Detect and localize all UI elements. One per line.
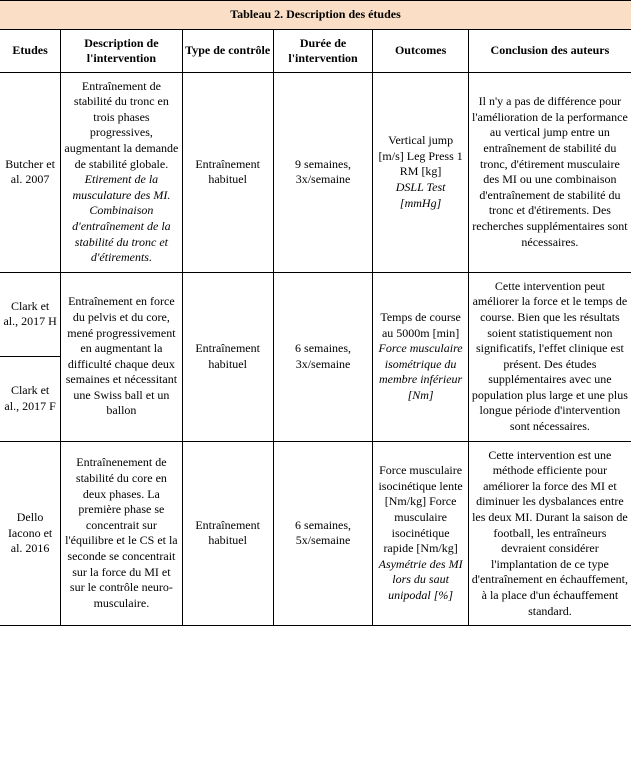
header-type: Type de contrôle xyxy=(182,29,273,72)
table-header-row: Etudes Description de l'intervention Typ… xyxy=(0,29,631,72)
cell-etude: Butcher et al. 2007 xyxy=(0,72,61,272)
cell-conclusion: Cette intervention est une méthode effic… xyxy=(468,441,631,626)
outcome-main: Temps de course au 5000m [min] xyxy=(380,310,460,340)
cell-outcomes: Force musculaire isocinétique lente [Nm/… xyxy=(373,441,468,626)
cell-etude: Clark et al., 2017 F xyxy=(0,357,61,441)
outcome-main: Force musculaire isocinétique lente [Nm/… xyxy=(378,463,462,555)
table-title-row: Tableau 2. Description des études xyxy=(0,1,631,30)
cell-duree: 6 semaines, 5x/semaine xyxy=(273,441,373,626)
cell-description: Entraînenement de stabilité du core en d… xyxy=(61,441,182,626)
outcome-italic: Asymétrie des MI lors du saut unipodal [… xyxy=(379,557,463,602)
header-etudes: Etudes xyxy=(0,29,61,72)
table-row: Clark et al., 2017 H Entraînement en for… xyxy=(0,272,631,356)
outcome-italic: Force musculaire isométrique du membre i… xyxy=(379,341,463,402)
cell-conclusion: Cette intervention peut améliorer la for… xyxy=(468,272,631,441)
header-outcomes: Outcomes xyxy=(373,29,468,72)
cell-type: Entraînement habituel xyxy=(182,441,273,626)
desc-main: Entraînement de stabilité du tronc en tr… xyxy=(64,79,178,171)
header-duree: Durée de l'intervention xyxy=(273,29,373,72)
header-conclusion: Conclusion des auteurs xyxy=(468,29,631,72)
cell-duree: 9 semaines, 3x/semaine xyxy=(273,72,373,272)
table-title: Tableau 2. Description des études xyxy=(0,1,631,30)
cell-conclusion: Il n'y a pas de différence pour l'amélio… xyxy=(468,72,631,272)
cell-outcomes: Vertical jump [m/s] Leg Press 1 RM [kg] … xyxy=(373,72,468,272)
cell-outcomes: Temps de course au 5000m [min] Force mus… xyxy=(373,272,468,441)
outcome-italic: DSLL Test [mmHg] xyxy=(396,180,446,210)
table-row: Butcher et al. 2007 Entraînement de stab… xyxy=(0,72,631,272)
cell-description: Entraînement de stabilité du tronc en tr… xyxy=(61,72,182,272)
cell-duree: 6 semaines, 3x/semaine xyxy=(273,272,373,441)
header-description: Description de l'intervention xyxy=(61,29,182,72)
cell-type: Entraînement habituel xyxy=(182,272,273,441)
desc-italic: Etirement de la musculature des MI. Comb… xyxy=(72,172,171,264)
studies-table: Tableau 2. Description des études Etudes… xyxy=(0,0,631,626)
outcome-main: Vertical jump [m/s] Leg Press 1 RM [kg] xyxy=(378,133,462,178)
table-row: Dello Iacono et al. 2016 Entraînenement … xyxy=(0,441,631,626)
cell-etude: Dello Iacono et al. 2016 xyxy=(0,441,61,626)
cell-etude: Clark et al., 2017 H xyxy=(0,272,61,356)
cell-description: Entraînement en force du pelvis et du co… xyxy=(61,272,182,441)
cell-type: Entraînement habituel xyxy=(182,72,273,272)
